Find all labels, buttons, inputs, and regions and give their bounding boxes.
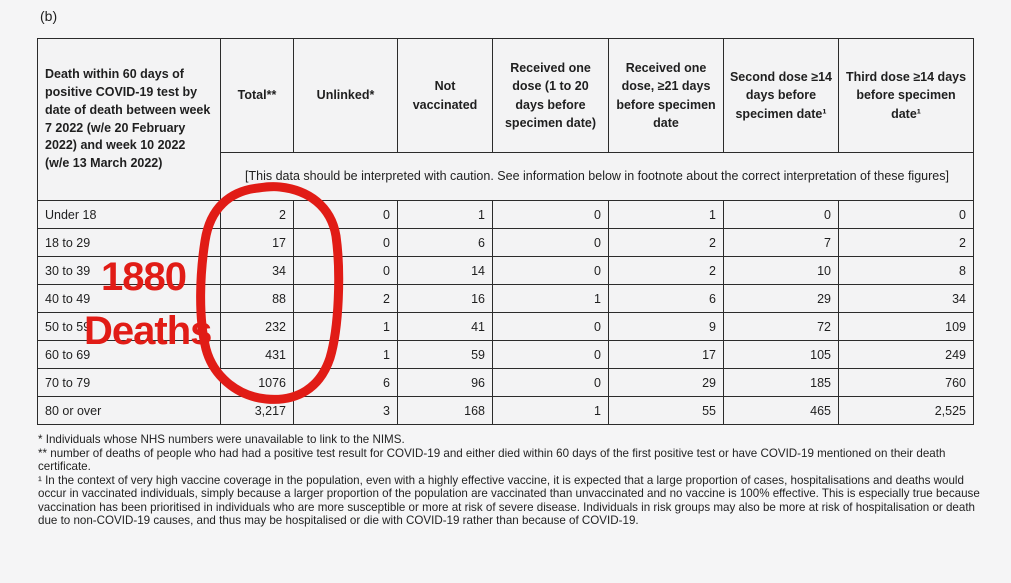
value-cell: 0 (293, 256, 398, 285)
value-cell: 0 (293, 200, 398, 229)
value-cell: 0 (492, 200, 609, 229)
column-header-unlinked: Unlinked* (293, 38, 398, 153)
value-cell: 109 (838, 312, 974, 341)
annotation-total-deaths-number: 1880 (101, 255, 187, 299)
value-cell: 16 (397, 284, 493, 313)
table-row: 70 to 79 1076 6 96 0 29 185 760 (37, 368, 974, 397)
value-cell: 2 (220, 200, 294, 229)
value-cell: 34 (220, 256, 294, 285)
row-label: 50 to 59 (37, 312, 221, 341)
value-cell: 2,525 (838, 396, 974, 425)
value-cell: 760 (838, 368, 974, 397)
value-cell: 3,217 (220, 396, 294, 425)
value-cell: 8 (838, 256, 974, 285)
table-row: 80 or over 3,217 3 168 1 55 465 2,525 (37, 396, 974, 425)
row-label: Under 18 (37, 200, 221, 229)
value-cell: 2 (608, 256, 724, 285)
value-cell: 9 (608, 312, 724, 341)
value-cell: 0 (492, 312, 609, 341)
value-cell: 0 (492, 340, 609, 369)
value-cell: 1 (293, 312, 398, 341)
value-cell: 465 (723, 396, 839, 425)
column-header-one-dose-1-20: Received one dose (1 to 20 days before s… (492, 38, 609, 153)
footnote-unlinked: * Individuals whose NHS numbers were una… (38, 433, 405, 446)
value-cell: 249 (838, 340, 974, 369)
value-cell: 88 (220, 284, 294, 313)
annotation-deaths-label: Deaths (84, 309, 212, 353)
value-cell: 59 (397, 340, 493, 369)
value-cell: 55 (608, 396, 724, 425)
value-cell: 1 (608, 200, 724, 229)
covid-deaths-table: Death within 60 days of positive COVID-1… (37, 38, 974, 425)
row-label: 30 to 39 (37, 256, 221, 285)
footnote-total-definition: ** number of deaths of people who had ha… (38, 446, 946, 474)
column-header-not-vaccinated: Not vaccinated (397, 38, 493, 153)
value-cell: 0 (492, 368, 609, 397)
row-label: 18 to 29 (37, 228, 221, 257)
value-cell: 96 (397, 368, 493, 397)
row-label: 60 to 69 (37, 340, 221, 369)
table-header: Death within 60 days of positive COVID-1… (37, 38, 974, 201)
footnotes: * Individuals whose NHS numbers were una… (38, 433, 988, 528)
value-cell: 34 (838, 284, 974, 313)
value-cell: 17 (608, 340, 724, 369)
value-cell: 232 (220, 312, 294, 341)
value-cell: 14 (397, 256, 493, 285)
caution-row: [This data should be interpreted with ca… (38, 152, 974, 201)
value-cell: 6 (608, 284, 724, 313)
value-cell: 29 (723, 284, 839, 313)
row-header-cell: Death within 60 days of positive COVID-1… (37, 38, 221, 201)
value-cell: 29 (608, 368, 724, 397)
value-cell: 0 (492, 256, 609, 285)
figure-label: (b) (40, 8, 58, 24)
column-header-total: Total** (220, 38, 294, 153)
value-cell: 0 (293, 228, 398, 257)
value-cell: 17 (220, 228, 294, 257)
value-cell: 1 (293, 340, 398, 369)
header-row: Death within 60 days of positive COVID-1… (37, 38, 974, 201)
value-cell: 0 (838, 200, 974, 229)
caution-note: [This data should be interpreted with ca… (220, 152, 974, 201)
column-header-second-dose: Second dose ≥14 days before specimen dat… (723, 38, 839, 153)
value-cell: 1 (492, 396, 609, 425)
value-cell: 7 (723, 228, 839, 257)
value-cell: 0 (723, 200, 839, 229)
row-label: 40 to 49 (37, 284, 221, 313)
table-row: Under 18 2 0 1 0 1 0 0 (37, 200, 974, 229)
column-header-third-dose: Third dose ≥14 days before specimen date… (838, 38, 974, 153)
value-cell: 2 (608, 228, 724, 257)
value-cell: 6 (397, 228, 493, 257)
value-cell: 10 (723, 256, 839, 285)
value-cell: 2 (293, 284, 398, 313)
value-cell: 1076 (220, 368, 294, 397)
footnote-vaccine-coverage: ¹ In the context of very high vaccine co… (38, 473, 980, 528)
value-cell: 41 (397, 312, 493, 341)
value-cell: 1 (492, 284, 609, 313)
column-header-one-dose-21plus: Received one dose, ≥21 days before speci… (608, 38, 724, 153)
value-cell: 168 (397, 396, 493, 425)
value-cell: 105 (723, 340, 839, 369)
value-cell: 185 (723, 368, 839, 397)
row-label: 80 or over (37, 396, 221, 425)
value-cell: 3 (293, 396, 398, 425)
value-cell: 0 (492, 228, 609, 257)
value-cell: 431 (220, 340, 294, 369)
row-label: 70 to 79 (37, 368, 221, 397)
value-cell: 6 (293, 368, 398, 397)
value-cell: 72 (723, 312, 839, 341)
value-cell: 2 (838, 228, 974, 257)
table-row: 18 to 29 17 0 6 0 2 7 2 (37, 228, 974, 257)
value-cell: 1 (397, 200, 493, 229)
